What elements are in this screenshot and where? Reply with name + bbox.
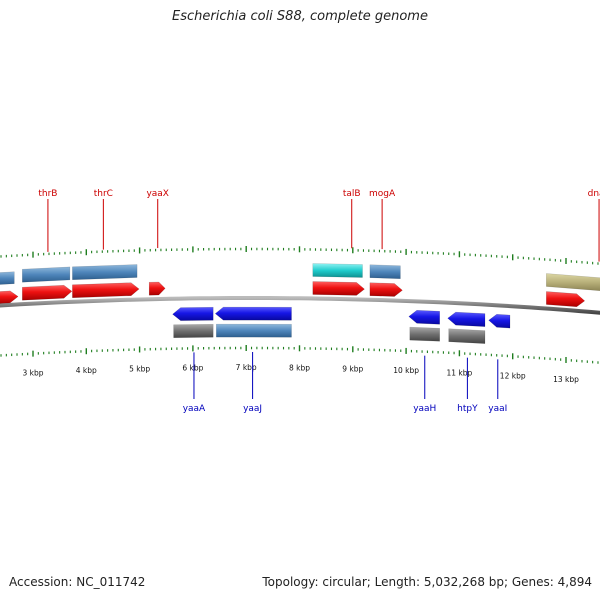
dnaK-label: dnaK: [588, 189, 600, 199]
partial-feature-track: [0, 271, 15, 285]
mogA-label: mogA: [369, 189, 396, 199]
thrC-gene-arrow: [72, 282, 140, 299]
map-title: Escherichia coli S88, complete genome: [172, 9, 428, 24]
dnaK-feature-track: [546, 273, 600, 291]
accession-text: Accession: NC_011742: [9, 575, 146, 589]
gene-labels: thrB thrC yaaX yaaA yaaJ talB mogA yaaH htpY yaaI…: [38, 189, 600, 414]
talB-feature-track: [312, 263, 363, 278]
thrC-label: thrC: [94, 189, 113, 199]
tick-label: 12 kbp: [500, 371, 526, 380]
backbone-layer: [0, 296, 600, 315]
yaaI-label: yaaI: [488, 404, 507, 414]
yaaJ-gene-arrow: [214, 306, 292, 321]
tick-label: 5 kbp: [129, 364, 150, 373]
tick-label: 10 kbp: [393, 366, 419, 375]
yaaJ-label: yaaJ: [243, 404, 262, 414]
tick-label: 4 kbp: [76, 366, 97, 375]
tick-label: 6 kbp: [182, 363, 203, 372]
genome-summary: Topology: circular; Length: 5,032,268 bp…: [262, 575, 592, 589]
tick-label: 11 kbp: [447, 368, 473, 377]
tick-label: 9 kbp: [342, 364, 363, 373]
tick-label: 13 kbp: [553, 375, 579, 384]
tick-label: 3 kbp: [22, 369, 43, 378]
dnaK-gene-arrow: [546, 291, 586, 308]
partial-gene-arrow: [0, 290, 19, 304]
yaaJ-feature-track: [216, 323, 292, 338]
feature-tracks: [0, 263, 600, 344]
scale-ticks: 3 kbp 4 kbp 5 kbp 6 kbp 7 kbp 8 kbp 9 kbp 10 kb…: [0, 246, 599, 384]
yaaA-label: yaaA: [183, 404, 206, 414]
yaaH-gene-arrow: [408, 310, 440, 325]
tick-label: 8 kbp: [289, 363, 310, 372]
thrB-label: thrB: [38, 189, 57, 199]
tick-label: 7 kbp: [236, 363, 257, 372]
talB-gene-arrow: [312, 281, 365, 296]
genome-backbone: [0, 296, 600, 315]
htpY-label: htpY: [457, 404, 478, 414]
yaaH-label: yaaH: [413, 404, 436, 414]
mogA-feature-track: [369, 264, 401, 279]
yaaA-gene-arrow: [172, 306, 214, 321]
thrB-gene-arrow: [22, 284, 73, 301]
yaaA-feature-track: [173, 323, 214, 338]
yaaX-label: yaaX: [146, 189, 169, 199]
thrC-feature-track: [72, 264, 138, 281]
htpY-gene-arrow: [447, 311, 486, 327]
yaaX-gene-arrow: [148, 281, 166, 296]
htpY-feature-track: [448, 328, 486, 344]
talB-label: talB: [343, 189, 361, 199]
yaaI-gene-arrow: [488, 314, 511, 329]
yaaH-feature-track: [409, 326, 440, 342]
mogA-gene-arrow: [369, 282, 403, 297]
thrB-feature-track: [22, 266, 71, 283]
